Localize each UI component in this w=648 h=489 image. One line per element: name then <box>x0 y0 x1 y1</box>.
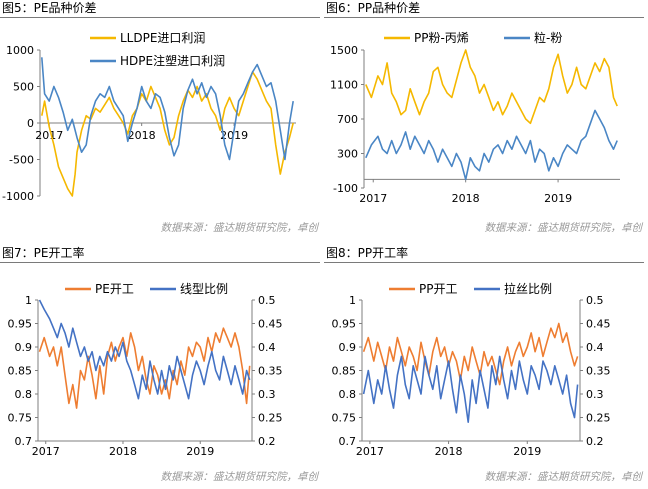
x-tick-label: 2018 <box>128 129 156 142</box>
y-tick-label: 500 <box>13 81 34 94</box>
y-tick-label: 1000 <box>6 44 34 57</box>
y-tick-label: 0.95 <box>8 318 33 331</box>
y2-tick-label: 0.25 <box>586 412 611 425</box>
y2-tick-label: 0.35 <box>586 365 611 378</box>
y2-tick-label: 0.45 <box>258 318 283 331</box>
y-tick-label: 0 <box>27 117 34 130</box>
legend-label: PP开工 <box>419 282 457 296</box>
chart-panel-fig6: 图6：PP品种价差 1500 1100 700 300 -100 2017 2018 2019… <box>324 0 648 244</box>
y-tick-label: 0.9 <box>15 341 33 354</box>
series-line <box>365 49 618 125</box>
x-tick-label: 2017 <box>35 129 63 142</box>
legend-label: PP粉-丙烯 <box>414 31 469 45</box>
x-tick-label: 2017 <box>32 445 60 458</box>
x-tick-label: 2019 <box>186 445 214 458</box>
source-note: 数据来源：盛达期货研究院，卓创 <box>160 222 319 234</box>
legend-label: 线型比例 <box>180 282 228 296</box>
x-tick-label: 2017 <box>356 445 384 458</box>
chart-svg: 1 0.95 0.9 0.85 0.8 0.75 0.7 0.5 0.45 0.4 0.35 0.3 0… <box>332 281 611 458</box>
title-divider <box>324 262 644 263</box>
title-divider <box>324 17 644 18</box>
y-tick-label: 1 <box>349 294 356 307</box>
y2-tick-label: 0.2 <box>258 435 276 448</box>
series-line <box>365 109 618 181</box>
y-tick-label: 0.75 <box>8 412 33 425</box>
y-tick-label: 0.7 <box>15 435 33 448</box>
y-tick-label: 1100 <box>330 79 358 92</box>
y2-tick-label: 0.3 <box>258 388 276 401</box>
y2-tick-label: 0.45 <box>586 318 611 331</box>
chart-title: 图7：PE开工率 <box>2 246 85 260</box>
series-line <box>362 322 579 386</box>
chart-title: 图6：PP品种价差 <box>326 1 421 15</box>
y-tick-label: 0.9 <box>339 341 357 354</box>
x-tick-label: 2019 <box>544 192 572 205</box>
legend-label: PE开工 <box>95 282 134 296</box>
chart-title: 图8：PP开工率 <box>326 246 409 260</box>
source-note: 数据来源：盛达期货研究院，卓创 <box>160 471 319 483</box>
legend-label: LLDPE进口利润 <box>120 31 205 45</box>
series-line <box>38 299 251 400</box>
y-tick-label: 0.85 <box>332 365 357 378</box>
y-tick-label: 300 <box>337 148 358 161</box>
y-tick-label: 0.7 <box>339 435 357 448</box>
y2-tick-label: 0.4 <box>258 341 276 354</box>
series-line <box>41 57 294 161</box>
y2-tick-label: 0.5 <box>586 294 604 307</box>
y2-tick-label: 0.25 <box>258 412 283 425</box>
series-line <box>38 327 251 409</box>
title-divider <box>0 262 320 263</box>
y2-tick-label: 0.3 <box>586 388 604 401</box>
x-tick-label: 2018 <box>109 445 137 458</box>
y-tick-label: 0.75 <box>332 412 357 425</box>
y-tick-label: -100 <box>333 182 358 195</box>
y2-tick-label: 0.5 <box>258 294 276 307</box>
chart-panel-fig5: 图5：PE品种价差 1000 500 0 -500 -1000 2017 2018 2019 L… <box>0 0 324 244</box>
series-line <box>362 355 579 423</box>
y-tick-label: -1000 <box>2 190 34 203</box>
x-tick-label: 2018 <box>452 192 480 205</box>
x-tick-label: 2017 <box>359 192 387 205</box>
y2-tick-label: 0.35 <box>258 365 283 378</box>
x-tick-label: 2018 <box>435 445 463 458</box>
y-tick-label: 0.8 <box>339 388 357 401</box>
y-tick-label: 0.8 <box>15 388 33 401</box>
y2-tick-label: 0.2 <box>586 435 604 448</box>
y2-tick-label: 0.4 <box>586 341 604 354</box>
title-divider <box>0 17 320 18</box>
source-note: 数据来源：盛达期货研究院，卓创 <box>484 222 643 234</box>
y-tick-label: 0.95 <box>332 318 357 331</box>
y-tick-label: 1500 <box>330 44 358 57</box>
legend-label: 拉丝比例 <box>504 281 552 296</box>
y-tick-label: 1 <box>25 294 32 307</box>
y-tick-label: -500 <box>9 154 34 167</box>
y-tick-label: 700 <box>337 113 358 126</box>
legend-label: 粒-粉 <box>534 30 562 45</box>
chart-panel-fig7: 图7：PE开工率 1 0.95 0.9 0.85 0.8 0.75 0.7 0.5 0.45 0.… <box>0 245 324 489</box>
source-note: 数据来源：盛达期货研究院，卓创 <box>484 471 643 483</box>
series-line <box>41 71 294 197</box>
legend-label: HDPE注塑进口利润 <box>120 53 225 68</box>
y-tick-label: 0.85 <box>8 365 33 378</box>
chart-svg: 1 0.95 0.9 0.85 0.8 0.75 0.7 0.5 0.45 0.4 0.35 0.3 0… <box>8 282 283 458</box>
chart-title: 图5：PE品种价差 <box>2 1 97 15</box>
chart-panel-fig8: 图8：PP开工率 1 0.95 0.9 0.85 0.8 0.75 0.7 0.5 0.45 0.… <box>324 245 648 489</box>
x-tick-label: 2019 <box>513 445 541 458</box>
